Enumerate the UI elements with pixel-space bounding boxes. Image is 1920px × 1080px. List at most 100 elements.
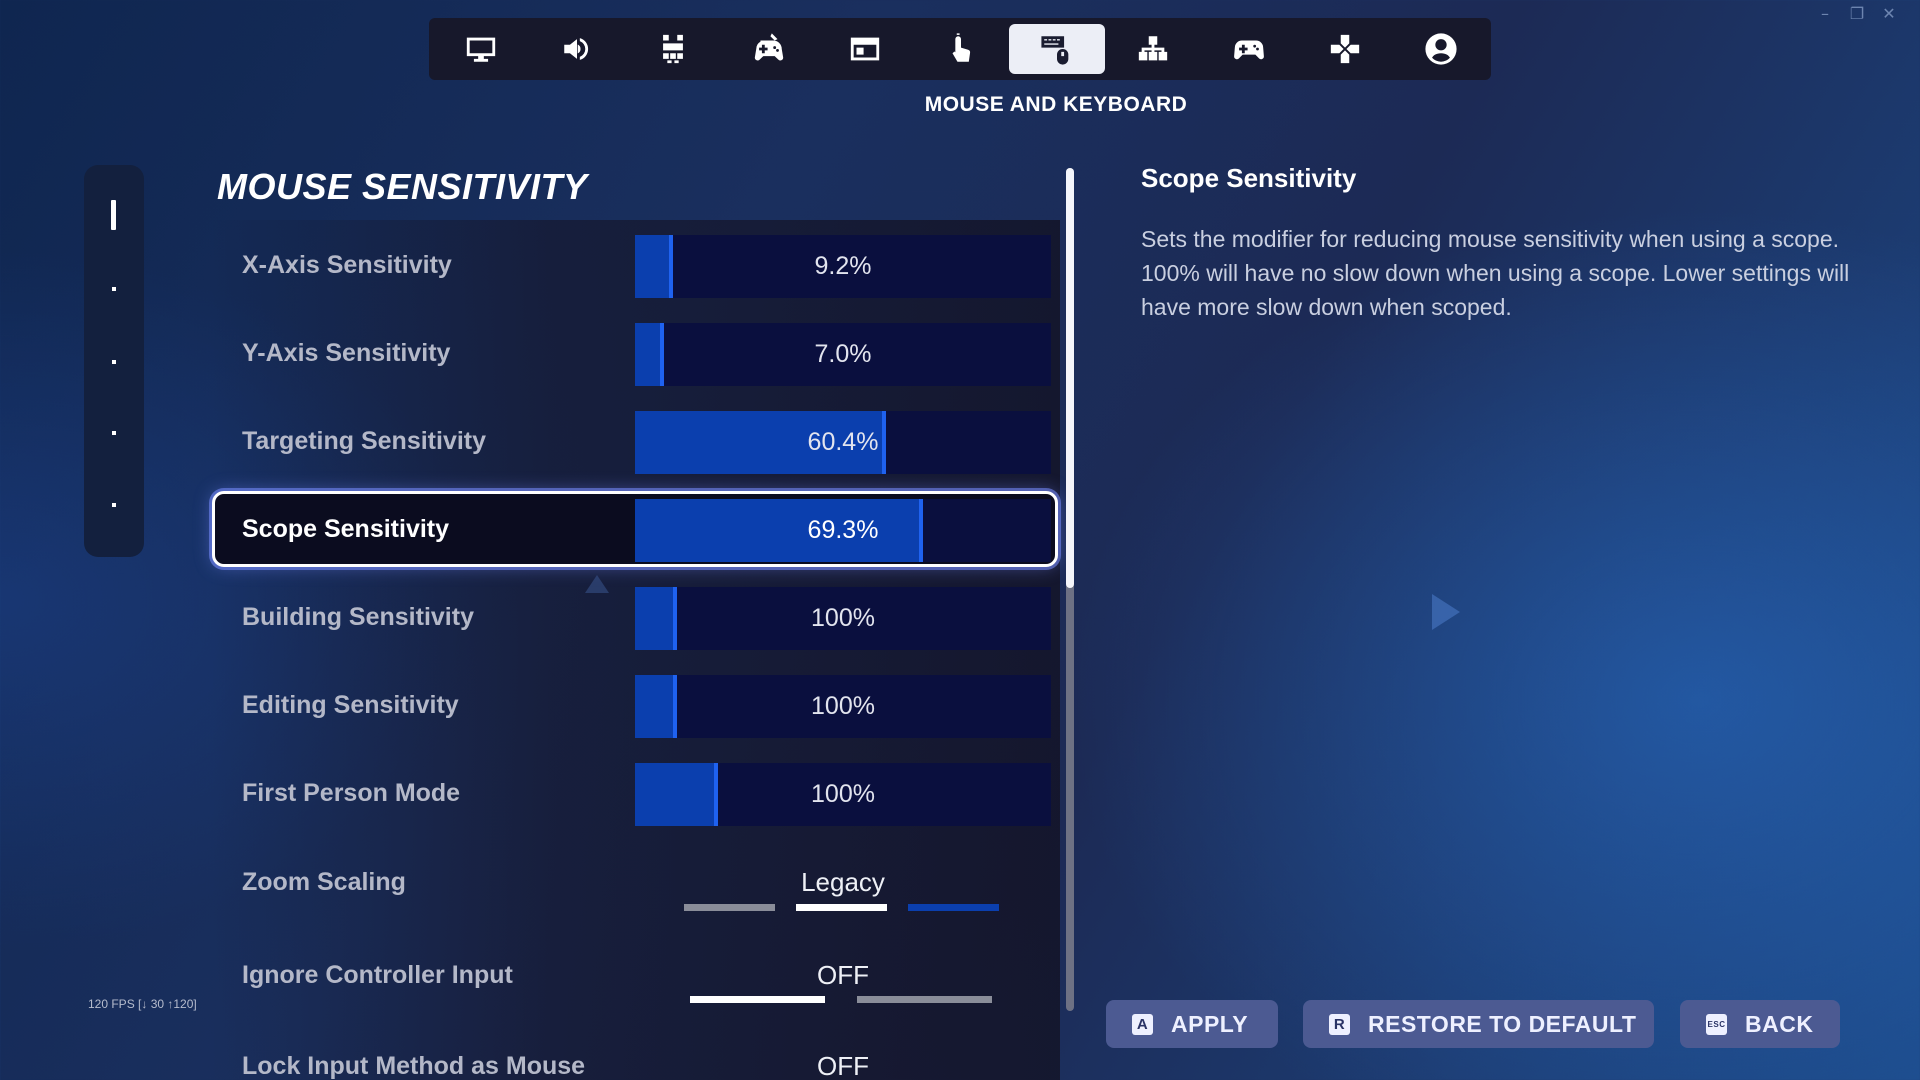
tab-network[interactable] — [1105, 24, 1201, 74]
apply-button[interactable]: A APPLY — [1106, 1000, 1278, 1048]
setting-label: Y-Axis Sensitivity — [242, 339, 451, 367]
setting-label: Zoom Scaling — [242, 868, 406, 896]
r-key-icon: R — [1329, 1013, 1350, 1035]
restore-default-button[interactable]: R RESTORE TO DEFAULT — [1303, 1000, 1654, 1048]
touch-icon — [952, 33, 971, 62]
setting-row-first-person[interactable]: First Person Mode 100% — [210, 760, 1060, 826]
setting-label: Lock Input Method as Mouse — [242, 1052, 586, 1080]
settings-tab-bar — [429, 18, 1491, 80]
tab-display[interactable] — [433, 24, 529, 74]
setting-row-zoom-scaling[interactable]: Zoom Scaling Legacy — [210, 852, 1060, 918]
section-title: MOUSE AND KEYBOARD — [924, 93, 1188, 116]
list-scrollbar[interactable] — [1066, 168, 1074, 1011]
tab-mouse-keyboard[interactable] — [1009, 24, 1105, 74]
monitor-icon — [466, 37, 496, 62]
back-button[interactable]: ESC BACK — [1680, 1000, 1840, 1048]
mouse-keyboard-icon — [1041, 36, 1069, 65]
apply-label: APPLY — [1171, 1010, 1249, 1037]
slider-value: 100% — [811, 692, 875, 720]
restore-label: RESTORE TO DEFAULT — [1368, 1010, 1637, 1037]
window-icon — [850, 37, 880, 61]
tab-audio[interactable] — [529, 24, 625, 74]
slider-value: 60.4% — [807, 428, 879, 456]
slider-fill — [635, 587, 677, 650]
setting-label: Editing Sensitivity — [242, 691, 459, 719]
tab-accessibility[interactable] — [625, 24, 721, 74]
dpad-icon — [1330, 34, 1360, 64]
option-value: OFF — [817, 1051, 869, 1080]
setting-row-y-axis[interactable]: Y-Axis Sensitivity 7.0% — [210, 320, 1060, 386]
editing-slider[interactable]: 100% — [635, 675, 1051, 738]
grid-icon — [663, 34, 683, 64]
slider-fill — [635, 499, 924, 562]
setting-label: Ignore Controller Input — [242, 961, 513, 989]
scroller-dot[interactable] — [112, 503, 116, 507]
restore-button[interactable]: ❐ — [1849, 4, 1865, 23]
slider-fill — [635, 675, 677, 738]
first-person-slider[interactable]: 100% — [635, 763, 1051, 826]
setting-label: Scope Sensitivity — [242, 515, 450, 543]
building-slider[interactable]: 100% — [635, 587, 1051, 650]
group-title: MOUSE SENSITIVITY — [217, 166, 588, 207]
account-icon — [1425, 33, 1457, 65]
slider-value: 7.0% — [814, 340, 872, 368]
option-segment-selected[interactable] — [690, 996, 825, 1003]
slider-value: 100% — [811, 780, 875, 808]
controller-pen-icon — [754, 33, 784, 61]
option-segment-selected[interactable] — [796, 904, 887, 911]
setting-label: X-Axis Sensitivity — [242, 251, 452, 279]
setting-row-building[interactable]: Building Sensitivity 100% — [210, 584, 1060, 650]
window-controls: – ❐ ✕ — [1816, 4, 1898, 23]
scroller-dot[interactable] — [112, 360, 116, 364]
setting-row-editing[interactable]: Editing Sensitivity 100% — [210, 672, 1060, 738]
setting-label: Building Sensitivity — [242, 603, 474, 631]
setting-row-targeting[interactable]: Targeting Sensitivity 60.4% — [210, 408, 1060, 474]
tab-controller[interactable] — [1201, 24, 1297, 74]
a-key-icon: A — [1132, 1013, 1153, 1035]
slider-value: 69.3% — [807, 516, 879, 544]
scope-slider[interactable]: 69.3% — [635, 499, 1051, 562]
description-title: Scope Sensitivity — [1141, 163, 1357, 193]
y-axis-slider[interactable]: 7.0% — [635, 323, 1051, 386]
description-body: Sets the modifier for reducing mouse sen… — [1141, 226, 1850, 320]
gamepad-icon — [1234, 40, 1264, 60]
scroller-dot[interactable] — [112, 431, 116, 435]
tab-game[interactable] — [721, 24, 817, 74]
slider-fill — [635, 235, 674, 298]
slider-value: 9.2% — [814, 252, 872, 280]
close-button[interactable]: ✕ — [1882, 4, 1896, 23]
scroller-indicator — [111, 200, 116, 230]
x-axis-slider[interactable]: 9.2% — [635, 235, 1051, 298]
targeting-slider[interactable]: 60.4% — [635, 411, 1051, 474]
scrollbar-thumb[interactable] — [1066, 168, 1074, 588]
esc-key-icon: ESC — [1706, 1013, 1727, 1035]
decorative-triangle — [1432, 594, 1460, 630]
slider-fill — [635, 763, 719, 826]
minimize-button[interactable]: – — [1821, 4, 1829, 23]
slider-fill — [635, 411, 887, 474]
setting-label: First Person Mode — [242, 779, 461, 807]
tab-ui[interactable] — [817, 24, 913, 74]
option-value: OFF — [817, 960, 869, 990]
option-segment[interactable] — [684, 904, 775, 911]
option-value: Legacy — [801, 867, 885, 897]
scroller-dot[interactable] — [112, 287, 116, 291]
setting-label: Targeting Sensitivity — [242, 427, 487, 455]
decorative-triangle — [585, 575, 609, 593]
setting-row-scope[interactable]: Scope Sensitivity 69.3% — [210, 496, 1060, 562]
tab-touch[interactable] — [913, 24, 1009, 74]
speaker-icon — [564, 38, 589, 60]
setting-row-ignore-controller[interactable]: Ignore Controller Input OFF — [210, 945, 1060, 1011]
back-label: BACK — [1745, 1010, 1814, 1037]
option-segment[interactable] — [857, 996, 992, 1003]
network-icon — [1138, 36, 1168, 61]
setting-row-lock-input[interactable]: Lock Input Method as Mouse OFF — [210, 1036, 1060, 1080]
fps-counter: 120 FPS [↓ 30 ↑120] — [88, 997, 197, 1011]
option-segment[interactable] — [908, 904, 999, 911]
tab-controller-binds[interactable] — [1297, 24, 1393, 74]
setting-row-x-axis[interactable]: X-Axis Sensitivity 9.2% — [210, 232, 1060, 298]
category-scroller[interactable] — [84, 165, 144, 557]
slider-value: 100% — [811, 604, 875, 632]
tab-account[interactable] — [1393, 24, 1489, 74]
slider-fill — [635, 323, 665, 386]
